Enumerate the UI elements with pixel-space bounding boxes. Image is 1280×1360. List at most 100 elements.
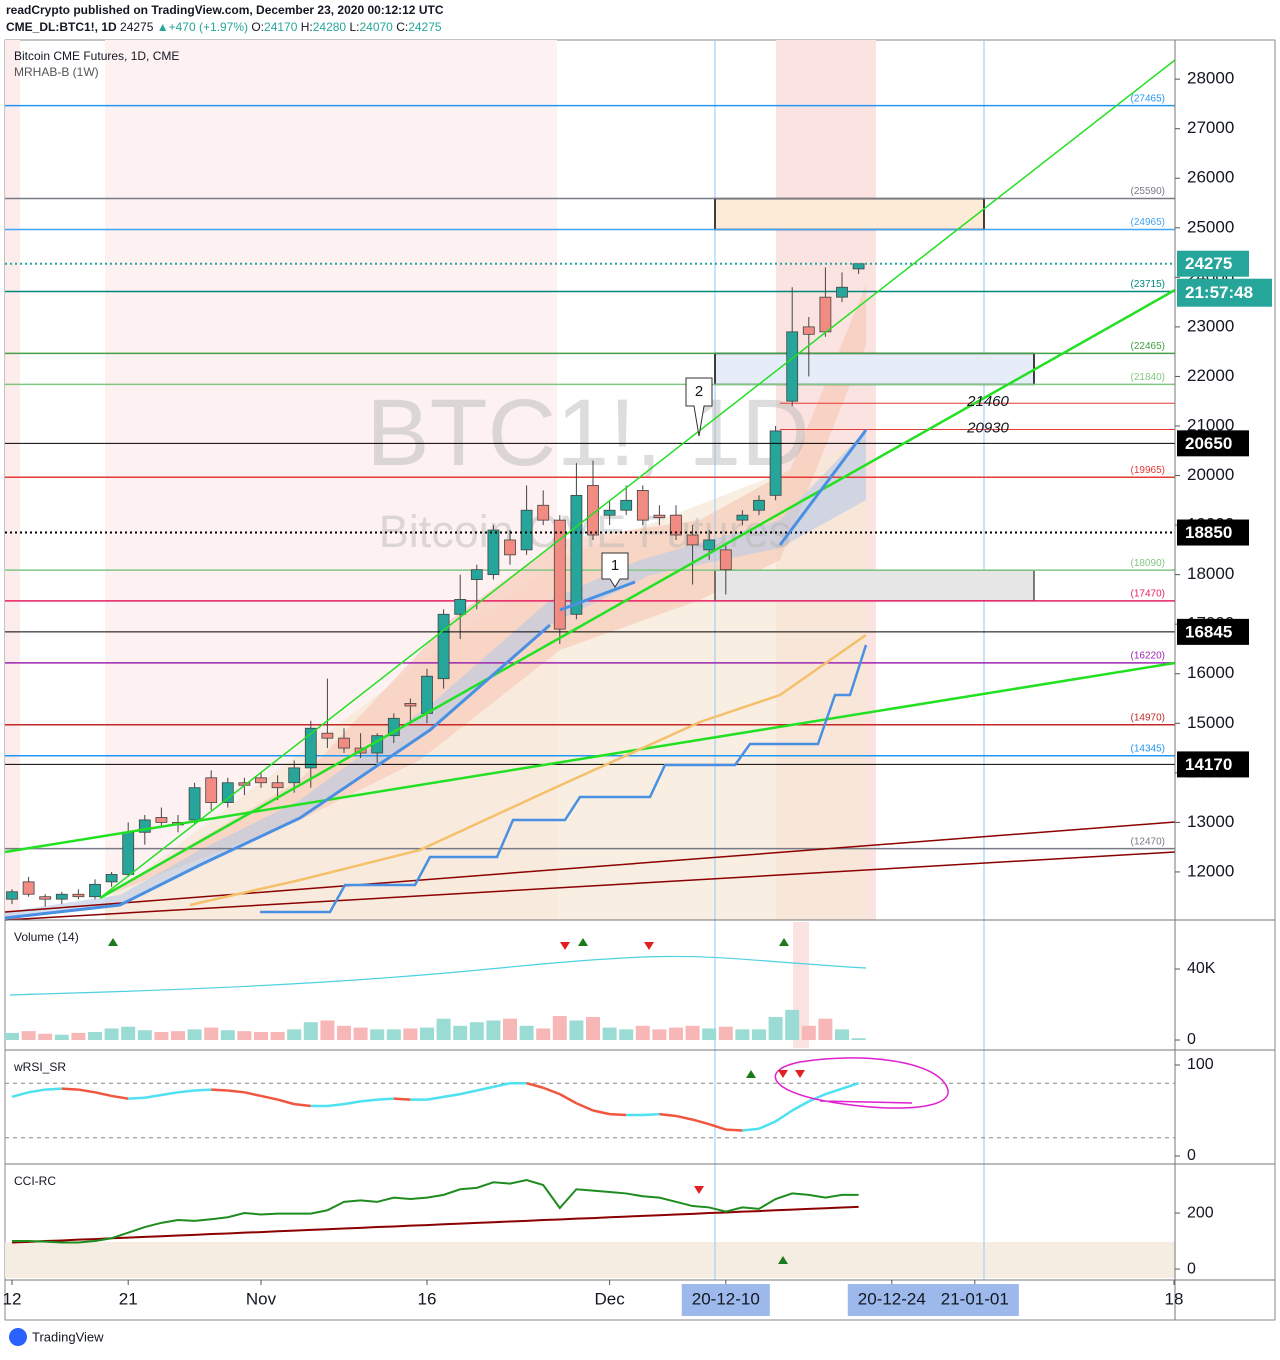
candle-body: [387, 717, 400, 737]
volume-bar: [287, 1029, 302, 1041]
rsi-segment: [692, 1118, 710, 1126]
rsi-segment: [161, 1091, 179, 1097]
candle-body: [736, 514, 749, 521]
candle-body: [221, 782, 234, 803]
candle-body: [786, 331, 799, 402]
volume-bar: [436, 1018, 451, 1041]
level-label: (18090): [1131, 558, 1165, 569]
x-tick-label: 18: [1165, 1289, 1184, 1308]
x-tick-label: 20-12-10: [692, 1289, 760, 1308]
pane-title: wRSI_SR: [13, 1060, 66, 1074]
zone-box: [714, 569, 1035, 602]
volume-bar: [420, 1027, 434, 1041]
volume-bar: [5, 1032, 19, 1041]
candle-body: [72, 893, 85, 898]
volume-bar: [586, 1016, 600, 1041]
x-tick-label: Nov: [246, 1289, 277, 1308]
candle-body: [636, 490, 649, 521]
x-label-highlight: [847, 1284, 936, 1316]
rsi-segment: [758, 1120, 777, 1130]
candle-body: [537, 504, 550, 521]
shade: [5, 40, 20, 920]
cci-line: [12, 1178, 859, 1244]
rsi-segment: [260, 1094, 278, 1101]
moving-average: [189, 633, 867, 907]
band: [100, 285, 866, 898]
rsi-segment: [642, 1112, 660, 1117]
ohlc-label: O:: [251, 20, 264, 34]
y-tick-label: 28000: [1187, 69, 1234, 88]
candle-body: [719, 549, 732, 571]
candle-body: [670, 514, 682, 536]
byline: readCrypto published on TradingView.com,…: [6, 3, 444, 17]
y-tick-label: 40K: [1187, 960, 1216, 977]
volume-bar: [137, 1030, 152, 1041]
rsi-segment: [211, 1088, 228, 1092]
volume-bar: [303, 1022, 318, 1041]
rsi-segment: [426, 1095, 444, 1101]
volume-bar: [71, 1032, 86, 1041]
candle-body: [288, 767, 301, 784]
y-tick-label: 20000: [1187, 465, 1234, 484]
rsi-segment: [476, 1085, 494, 1092]
rsi-segment: [559, 1093, 578, 1105]
moving-average: [559, 580, 636, 612]
price-badge-label: 20650: [1185, 434, 1232, 453]
trend-line: [4, 821, 1176, 913]
rsi-segment: [294, 1102, 311, 1108]
volume-bar: [353, 1027, 368, 1041]
volume-bar: [270, 1032, 285, 1041]
callout-label: 2: [695, 383, 703, 400]
candle-body: [753, 499, 765, 511]
x-tick-label: Dec: [594, 1289, 625, 1308]
candle-body: [155, 817, 168, 823]
volume-bar: [187, 1029, 202, 1041]
volume-bar: [801, 1025, 816, 1041]
volume-bar: [386, 1029, 401, 1041]
volume-bar: [569, 1020, 584, 1041]
ohlc-value: 24275: [408, 20, 442, 34]
rsi-segment: [28, 1088, 46, 1094]
brand: TradingView: [9, 1328, 104, 1346]
x-label-highlight: [930, 1284, 1019, 1316]
volume-bar: [702, 1028, 717, 1041]
pane-title: Volume (14): [14, 930, 79, 944]
ohlc-label: H:: [301, 20, 313, 34]
pane-title: CCI-RC: [14, 1174, 56, 1188]
rsi-segment: [343, 1100, 361, 1106]
moving-average: [778, 429, 868, 546]
y-tick-label: 12000: [1187, 861, 1234, 880]
candle-body: [836, 286, 848, 298]
signal-arrow: [108, 938, 118, 946]
volume-bar: [768, 1016, 783, 1041]
shade: [5, 1242, 1175, 1278]
rsi-segment: [708, 1122, 727, 1131]
volume-bar: [652, 1029, 667, 1041]
x-tick-label: 12: [3, 1289, 22, 1308]
volume-bar: [619, 1029, 634, 1041]
x-label-highlight: [681, 1284, 770, 1316]
level-label: (23715): [1131, 279, 1165, 290]
level-label: (22465): [1131, 341, 1165, 352]
volume-bar: [552, 1016, 567, 1041]
candle-body: [404, 703, 417, 707]
y-tick-label: 0: [1187, 1260, 1196, 1277]
y-tick-label: 13000: [1187, 812, 1234, 831]
brand-name: TradingView: [32, 1329, 104, 1344]
callout: [685, 377, 713, 437]
candle-body: [819, 296, 832, 333]
y-tick-label: 23000: [1187, 316, 1234, 335]
rsi-segment: [774, 1109, 793, 1123]
countdown-badge: [1177, 278, 1272, 307]
y-tick-label: 21000: [1187, 415, 1234, 434]
candle-body: [802, 326, 815, 335]
y-tick-label: 22000: [1187, 366, 1234, 385]
rsi-segment: [393, 1097, 411, 1101]
cci-line: [11, 1205, 859, 1244]
candle-body: [487, 529, 500, 576]
rsi-segment: [45, 1087, 62, 1091]
rsi-segment: [194, 1088, 212, 1092]
rsi-segment: [609, 1112, 627, 1117]
rsi-segment: [78, 1088, 96, 1094]
countdown-label: 21:57:48: [1185, 283, 1253, 302]
